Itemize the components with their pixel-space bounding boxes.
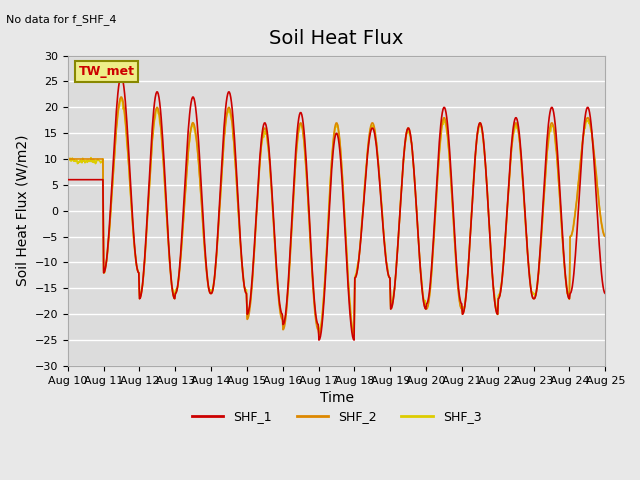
SHF_3 [184,151,192,156]
SHF_1 [212,250,220,255]
Text: TW_met: TW_met [79,65,134,78]
Y-axis label: Soil Heat Flux (W/m2): Soil Heat Flux (W/m2) [15,135,29,287]
SHF_2 [419,293,427,299]
SHF_1 [315,337,323,343]
SHF_1 [117,73,125,79]
SHF_2 [315,332,323,338]
SHF_3 [349,331,357,336]
SHF_1 [184,129,192,134]
SHF_2 [64,156,72,162]
SHF_1 [602,290,609,296]
SHF_1 [64,177,72,182]
SHF_1 [74,177,81,182]
SHF_2 [117,94,125,100]
SHF_1 [419,293,427,299]
SHF_1 [403,127,411,132]
SHF_3 [117,95,125,101]
Line: SHF_3: SHF_3 [68,98,605,334]
Text: No data for f_SHF_4: No data for f_SHF_4 [6,14,117,25]
SHF_2 [602,234,609,240]
SHF_3 [130,234,138,240]
Line: SHF_2: SHF_2 [68,97,605,335]
SHF_3 [602,233,609,239]
SHF_3 [419,291,427,297]
Legend: SHF_1, SHF_2, SHF_3: SHF_1, SHF_2, SHF_3 [187,405,486,428]
SHF_2 [403,127,411,132]
SHF_3 [74,161,81,167]
X-axis label: Time: Time [319,391,353,405]
SHF_1 [130,230,138,236]
SHF_3 [403,130,411,136]
SHF_2 [212,253,220,259]
SHF_2 [184,150,192,156]
SHF_3 [64,157,72,163]
Title: Soil Heat Flux: Soil Heat Flux [269,29,404,48]
SHF_2 [130,234,138,240]
SHF_3 [212,253,220,259]
Line: SHF_1: SHF_1 [68,76,605,340]
SHF_2 [74,156,81,162]
